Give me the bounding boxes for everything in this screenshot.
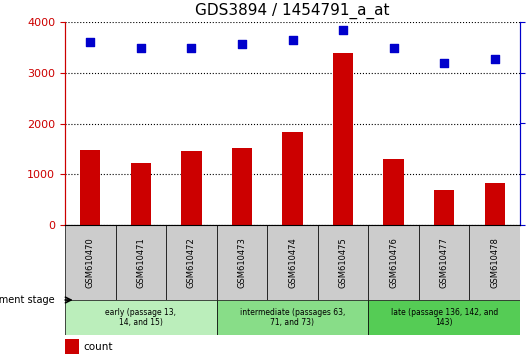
Bar [166,225,217,300]
Bar [217,225,267,300]
Point [137,46,145,51]
Bar [217,300,368,335]
Bar [65,300,217,335]
Bar [232,148,252,225]
Point [440,60,448,65]
Text: GSM610478: GSM610478 [490,237,499,288]
Text: GSM610472: GSM610472 [187,237,196,288]
Bar [65,339,78,354]
Text: count: count [83,342,113,352]
Text: early (passage 13,
14, and 15): early (passage 13, 14, and 15) [105,308,176,327]
Bar [419,225,470,300]
Text: GSM610475: GSM610475 [339,237,348,288]
Bar [131,163,151,225]
Bar [116,225,166,300]
Text: GSM610471: GSM610471 [136,237,145,288]
Text: GSM610476: GSM610476 [389,237,398,288]
Bar [267,225,318,300]
Bar [368,225,419,300]
Title: GDS3894 / 1454791_a_at: GDS3894 / 1454791_a_at [195,3,390,19]
Text: GSM610473: GSM610473 [237,237,246,288]
Text: GSM610470: GSM610470 [86,237,95,288]
Text: development stage: development stage [0,295,55,305]
Point [288,38,297,43]
Text: GSM610477: GSM610477 [440,237,449,288]
Bar [434,190,454,225]
Text: GSM610474: GSM610474 [288,237,297,288]
Bar [65,225,116,300]
Bar [470,225,520,300]
Bar [484,183,505,225]
Bar [384,159,404,225]
Point [390,46,398,51]
Bar [333,53,353,225]
Point [86,39,94,45]
Text: late (passage 136, 142, and
143): late (passage 136, 142, and 143) [391,308,498,327]
Bar [318,225,368,300]
Point [237,41,246,47]
Text: intermediate (passages 63,
71, and 73): intermediate (passages 63, 71, and 73) [240,308,345,327]
Point [490,56,499,61]
Bar [80,150,100,225]
Bar [368,300,520,335]
Point [339,27,347,33]
Bar [282,132,303,225]
Bar [181,152,201,225]
Point [187,46,196,51]
